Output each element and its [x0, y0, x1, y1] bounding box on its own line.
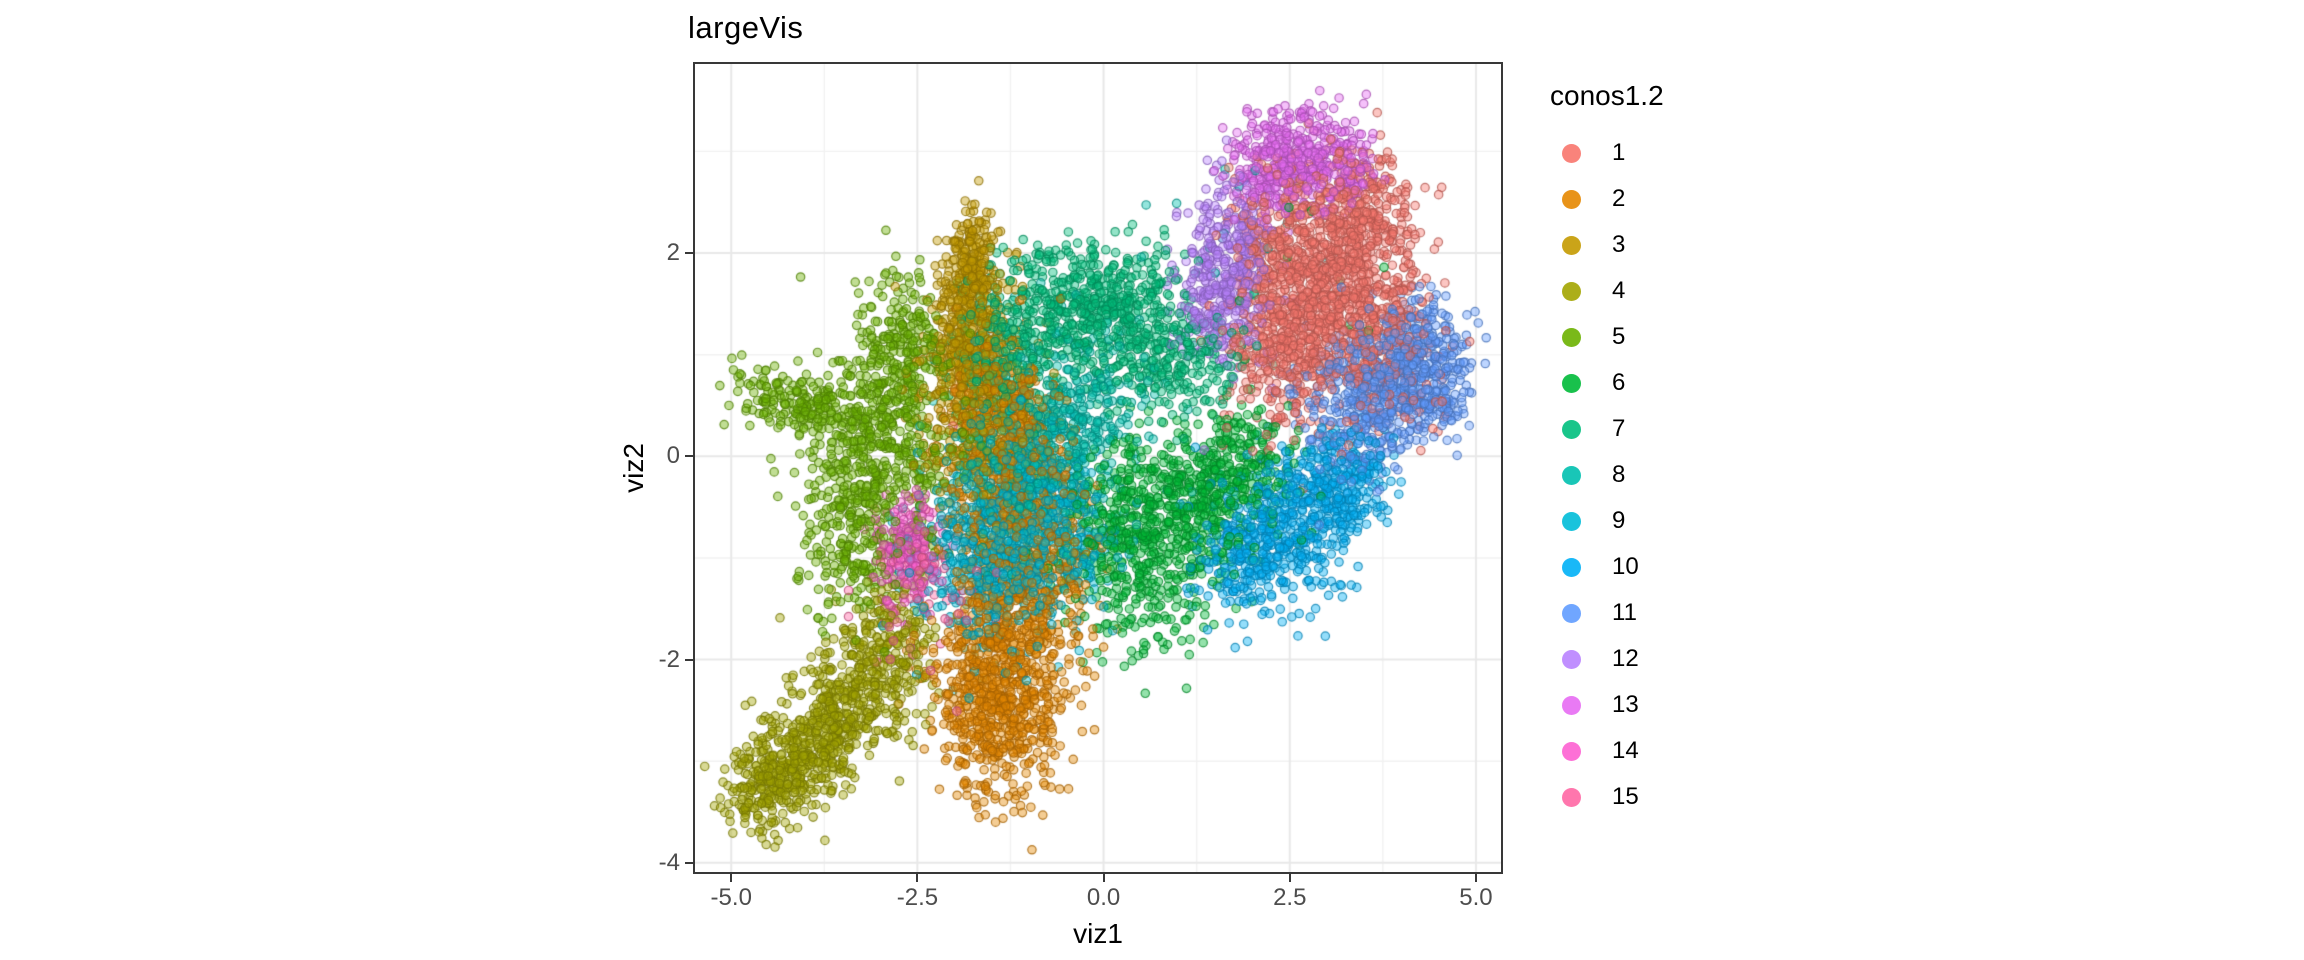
legend-item: 3: [1550, 222, 1790, 268]
legend-item: 10: [1550, 544, 1790, 590]
legend-color-dot-icon: [1562, 465, 1581, 485]
legend-color-dot-icon: [1562, 511, 1581, 531]
plot-panel: [693, 62, 1503, 874]
legend-color-dot-icon: [1562, 373, 1581, 393]
x-tick-mark: [1474, 874, 1477, 882]
legend-item-label: 6: [1612, 369, 1626, 396]
legend-title: conos1.2: [1550, 80, 1664, 111]
legend-item: 6: [1550, 360, 1790, 406]
legend-item-label: 5: [1612, 323, 1626, 350]
y-tick-mark: [685, 455, 693, 458]
legend-color-dot-icon: [1562, 603, 1581, 623]
legend-item-label: 2: [1612, 185, 1626, 212]
legend-item-label: 10: [1612, 553, 1639, 580]
x-tick-mark: [916, 874, 919, 882]
legend-color-dot-icon: [1562, 189, 1581, 209]
x-tick-mark: [730, 874, 733, 882]
chart-title: largeVis: [688, 10, 804, 45]
legend-item-label: 3: [1612, 231, 1626, 258]
legend-item: 9: [1550, 498, 1790, 544]
legend-item-label: 12: [1612, 645, 1639, 672]
x-tick-label: 5.0: [1459, 884, 1493, 911]
y-tick-mark: [685, 861, 693, 864]
x-tick-label: -5.0: [710, 884, 752, 911]
legend-item-label: 11: [1612, 599, 1637, 626]
x-tick-label: 2.5: [1273, 884, 1307, 911]
legend-item: 13: [1550, 682, 1790, 728]
legend-color-dot-icon: [1562, 419, 1581, 439]
legend-color-dot-icon: [1562, 695, 1581, 715]
legend-color-dot-icon: [1562, 281, 1581, 301]
legend-item: 2: [1550, 176, 1790, 222]
legend-item-label: 4: [1612, 277, 1626, 304]
x-tick-mark: [1288, 874, 1291, 882]
legend-color-dot-icon: [1562, 235, 1581, 255]
x-tick-label: 0.0: [1086, 884, 1121, 911]
legend: conos1.2 1 2 3 4 5 6 7 8 9 10 11 12 13 14 15: [1550, 80, 1790, 820]
legend-item: 12: [1550, 636, 1790, 682]
legend-color-dot-icon: [1562, 649, 1581, 669]
y-tick-label: 2: [666, 239, 680, 267]
y-tick-mark: [685, 252, 693, 255]
scatter-plot-canvas: [694, 63, 1502, 873]
y-tick-label: 0: [666, 442, 680, 470]
legend-item: 15: [1550, 774, 1790, 820]
legend-item-label: 7: [1612, 415, 1626, 442]
legend-item-label: 15: [1612, 783, 1639, 810]
y-tick-label: -4: [658, 848, 680, 876]
legend-color-dot-icon: [1562, 787, 1581, 807]
legend-item: 7: [1550, 406, 1790, 452]
legend-item: 4: [1550, 268, 1790, 314]
legend-items: 1 2 3 4 5 6 7 8 9 10 11 12 13 14 15: [1550, 130, 1790, 820]
legend-item-label: 13: [1612, 691, 1639, 718]
legend-item: 8: [1550, 452, 1790, 498]
legend-color-dot-icon: [1562, 143, 1581, 163]
legend-item: 14: [1550, 728, 1790, 774]
legend-item-label: 8: [1612, 461, 1626, 488]
y-tick-mark: [685, 658, 693, 661]
x-tick-mark: [1102, 874, 1105, 882]
y-axis-title: viz2: [618, 443, 649, 493]
x-axis-title: viz1: [1073, 918, 1123, 949]
y-tick-label: -2: [658, 645, 680, 673]
legend-item-label: 9: [1612, 507, 1626, 534]
legend-color-dot-icon: [1562, 741, 1581, 761]
legend-item-label: 1: [1612, 139, 1626, 166]
legend-item: 1: [1550, 130, 1790, 176]
legend-color-dot-icon: [1562, 327, 1581, 347]
legend-color-dot-icon: [1562, 557, 1581, 577]
x-tick-label: -2.5: [896, 884, 939, 911]
legend-item-label: 14: [1612, 737, 1639, 764]
legend-item: 5: [1550, 314, 1790, 360]
legend-item: 11: [1550, 590, 1790, 636]
